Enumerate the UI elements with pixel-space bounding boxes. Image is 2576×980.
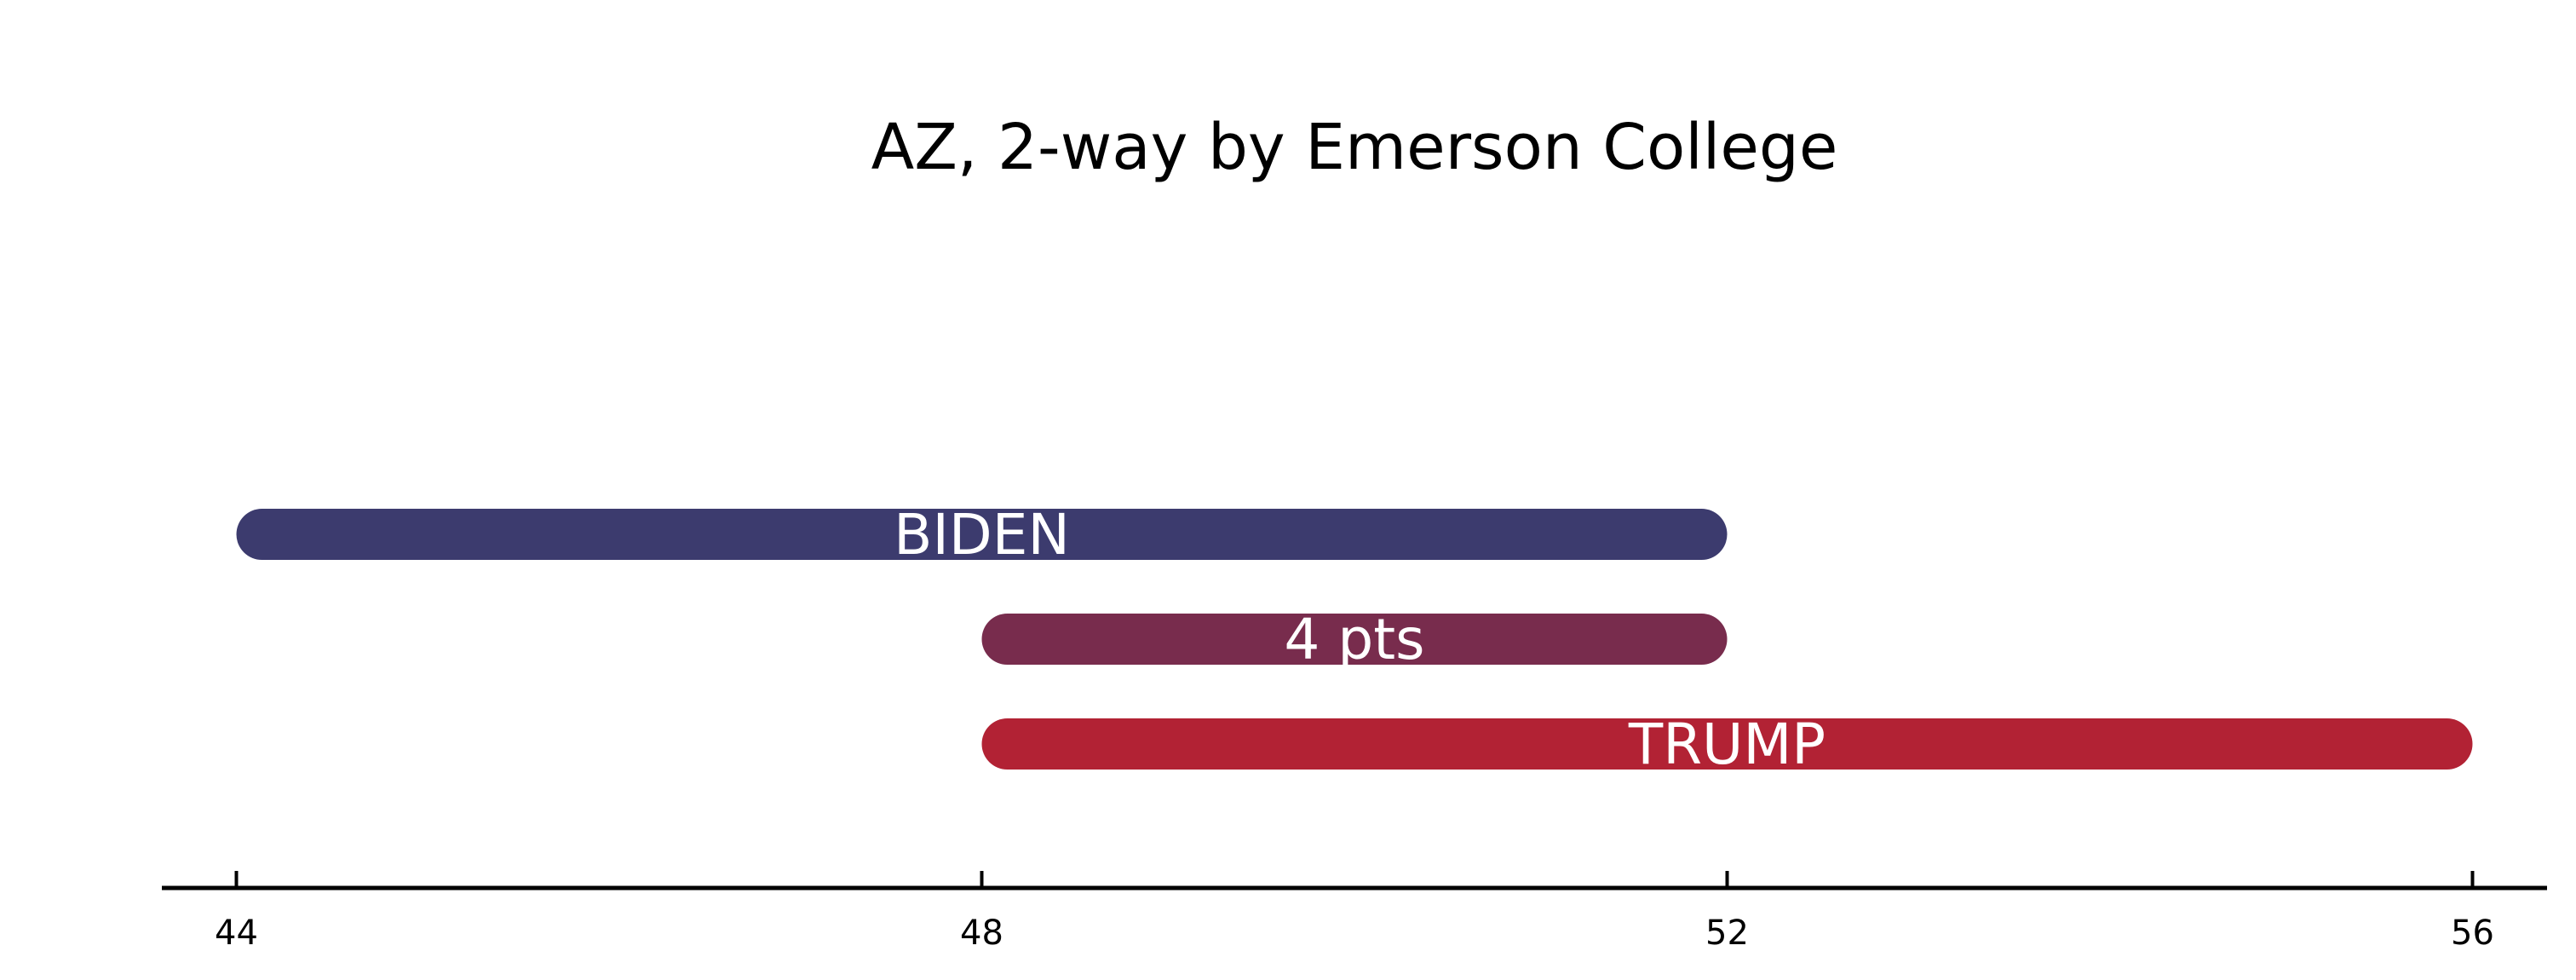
bar-group-trump: TRUMP bbox=[981, 712, 2473, 777]
x-tick-label: 44 bbox=[215, 914, 258, 953]
chart-title: AZ, 2-way by Emerson College bbox=[871, 111, 1838, 184]
x-tick-label: 48 bbox=[960, 914, 1003, 953]
bar-4-pts bbox=[981, 614, 1728, 665]
x-tick-label: 52 bbox=[1705, 914, 1749, 953]
x-axis-ticks: 44 48 52 56 bbox=[215, 871, 2494, 953]
bar-label-biden: BIDEN bbox=[894, 502, 1070, 568]
bar-label-trump: TRUMP bbox=[1628, 712, 1826, 777]
bar-label-4-pts: 4 pts bbox=[1284, 607, 1424, 672]
x-tick-label: 56 bbox=[2451, 914, 2494, 953]
bars-layer: BIDEN 4 pts TRUMP bbox=[236, 502, 2473, 777]
bar-group-4-pts: 4 pts bbox=[981, 607, 1728, 672]
bar-trump bbox=[981, 718, 2473, 770]
bar-group-biden: BIDEN bbox=[236, 502, 1728, 568]
bar-biden bbox=[236, 509, 1728, 560]
